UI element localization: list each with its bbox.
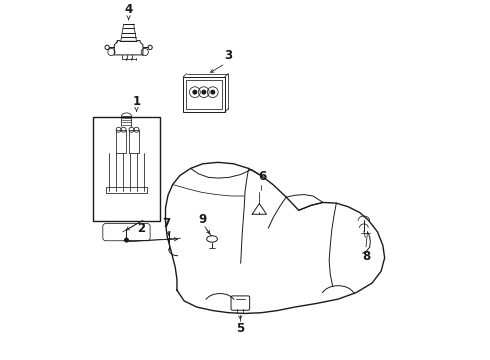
Circle shape [211, 90, 215, 94]
Text: 8: 8 [363, 250, 371, 263]
Bar [116, 130, 126, 153]
Bar [93, 117, 160, 221]
Circle shape [193, 90, 196, 94]
Bar [186, 80, 221, 109]
Circle shape [202, 90, 206, 94]
Text: 9: 9 [198, 213, 207, 226]
Circle shape [124, 238, 128, 242]
Bar [106, 187, 147, 193]
Text: 2: 2 [137, 222, 145, 235]
Text: 1: 1 [132, 95, 141, 108]
Text: 4: 4 [124, 3, 133, 16]
Bar [183, 77, 224, 112]
Text: 3: 3 [224, 49, 232, 62]
Text: 7: 7 [162, 217, 171, 230]
Bar [128, 130, 139, 153]
Text: 5: 5 [236, 322, 245, 335]
Text: 6: 6 [258, 170, 266, 183]
